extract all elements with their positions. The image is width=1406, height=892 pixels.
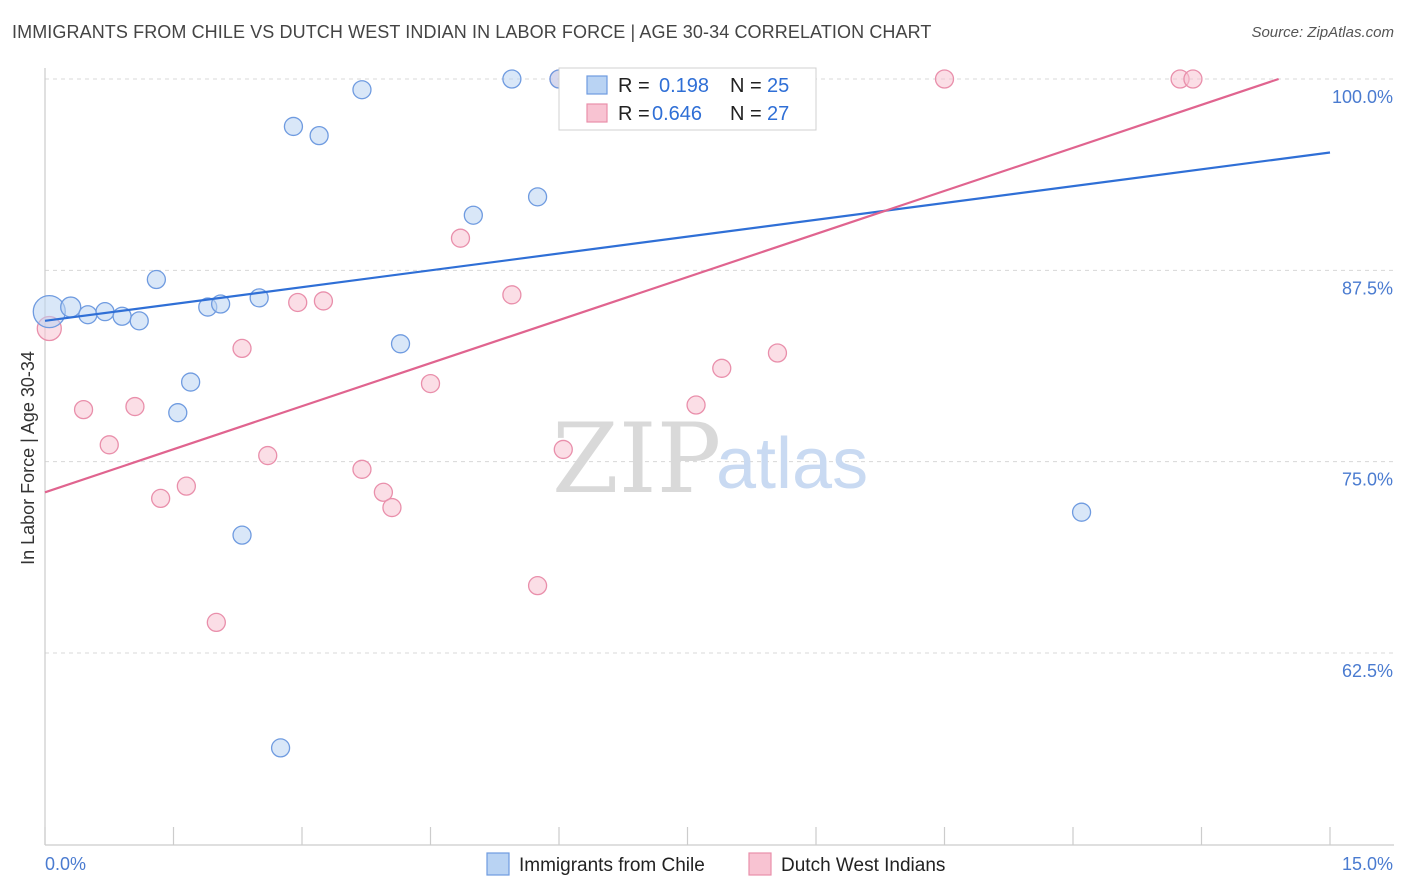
point-chile-1	[60, 296, 82, 318]
legend-swatch-chile	[586, 75, 608, 95]
point-dutch-west-indians-3	[125, 396, 145, 417]
point-chile-8	[180, 372, 201, 392]
legend-n-value-dutch: 27	[767, 103, 789, 125]
trend-lines	[44, 77, 1331, 494]
legend-r-value-dutch: 0.646	[652, 103, 702, 125]
point-chile-16	[352, 80, 372, 100]
point-chile-7	[168, 403, 188, 423]
legend-r-label-dutch: R =	[618, 103, 650, 125]
point-dutch-west-indians-14	[420, 373, 441, 394]
trend-line-chile	[44, 151, 1331, 322]
point-dutch-west-indians-5	[176, 476, 197, 496]
point-chile-20	[527, 187, 548, 207]
point-chile-14	[283, 116, 304, 137]
watermark-zip: ZIP	[552, 403, 721, 515]
point-chile-6	[146, 269, 167, 290]
point-chile-11	[232, 525, 252, 545]
chart-title: IMMIGRANTS FROM CHILE VS DUTCH WEST INDI…	[12, 22, 932, 42]
bottom-legend-swatch-chile	[486, 852, 510, 876]
point-dutch-west-indians-23	[767, 343, 788, 363]
x-tick-label-1: 15.0%	[1342, 854, 1393, 874]
y-tick-label-1: 75.0%	[1342, 470, 1393, 490]
trend-line-dutch-west-indians	[44, 77, 1279, 494]
stats-legend: R = 0.198 N = 25 R = 0.646 N = 27	[558, 67, 817, 131]
legend-n-label-dutch: N =	[730, 103, 762, 125]
point-chile-17	[390, 334, 411, 354]
bottom-legend: Immigrants from Chile Dutch West Indians	[486, 852, 945, 876]
y-tick-label-3: 100.0%	[1332, 87, 1393, 107]
watermark: ZIP atlas	[552, 403, 868, 515]
point-chile-15	[309, 125, 329, 146]
axes	[44, 68, 1394, 846]
point-dutch-west-indians-26	[1183, 69, 1203, 89]
bottom-legend-label-dutch: Dutch West Indians	[781, 855, 945, 876]
point-dutch-west-indians-11	[352, 459, 372, 479]
point-chile-18	[463, 205, 483, 225]
x-tick-label-0: 0.0%	[45, 854, 86, 874]
legend-r-value-chile: 0.198	[659, 75, 709, 97]
point-dutch-west-indians-10	[313, 291, 334, 311]
legend-n-value-chile: 25	[767, 75, 789, 97]
y-tick-labels: 62.5% 75.0% 87.5% 100.0%	[1332, 87, 1393, 681]
legend-n-label-chile: N =	[730, 75, 762, 97]
point-dutch-west-indians-8	[258, 445, 278, 466]
legend-r-label-chile: R =	[618, 75, 650, 97]
point-chile-0	[32, 295, 66, 329]
point-chile-19	[502, 69, 522, 89]
point-dutch-west-indians-20	[686, 395, 706, 415]
point-dutch-west-indians-1	[73, 399, 94, 420]
source-credit: Source: ZipAtlas.com	[1251, 24, 1394, 41]
point-dutch-west-indians-19	[553, 439, 573, 460]
point-dutch-west-indians-9	[288, 292, 308, 313]
point-dutch-west-indians-13	[382, 497, 402, 518]
watermark-atlas: atlas	[716, 424, 868, 504]
point-dutch-west-indians-15	[450, 228, 471, 248]
point-dutch-west-indians-4	[150, 488, 171, 509]
y-tick-label-2: 87.5%	[1342, 278, 1393, 298]
point-dutch-west-indians-6	[206, 612, 226, 633]
legend-swatch-dutch-west-indians	[586, 103, 608, 123]
point-dutch-west-indians-17	[527, 576, 548, 596]
point-dutch-west-indians-16	[502, 285, 522, 305]
y-axis-label: In Labor Force | Age 30-34	[18, 351, 38, 565]
point-dutch-west-indians-7	[232, 338, 252, 359]
point-dutch-west-indians-24	[934, 69, 955, 89]
point-dutch-west-indians-12	[373, 482, 394, 502]
point-chile-5	[129, 311, 149, 331]
point-dutch-west-indians-2	[99, 435, 119, 455]
point-chile-13	[270, 738, 291, 758]
bottom-legend-swatch-dutch	[748, 852, 772, 876]
y-tick-label-0: 62.5%	[1342, 661, 1393, 681]
x-tick-labels: 0.0% 15.0%	[45, 854, 1393, 874]
bottom-legend-label-chile: Immigrants from Chile	[519, 855, 705, 876]
point-chile-24	[1071, 502, 1092, 522]
point-dutch-west-indians-21	[712, 358, 732, 378]
